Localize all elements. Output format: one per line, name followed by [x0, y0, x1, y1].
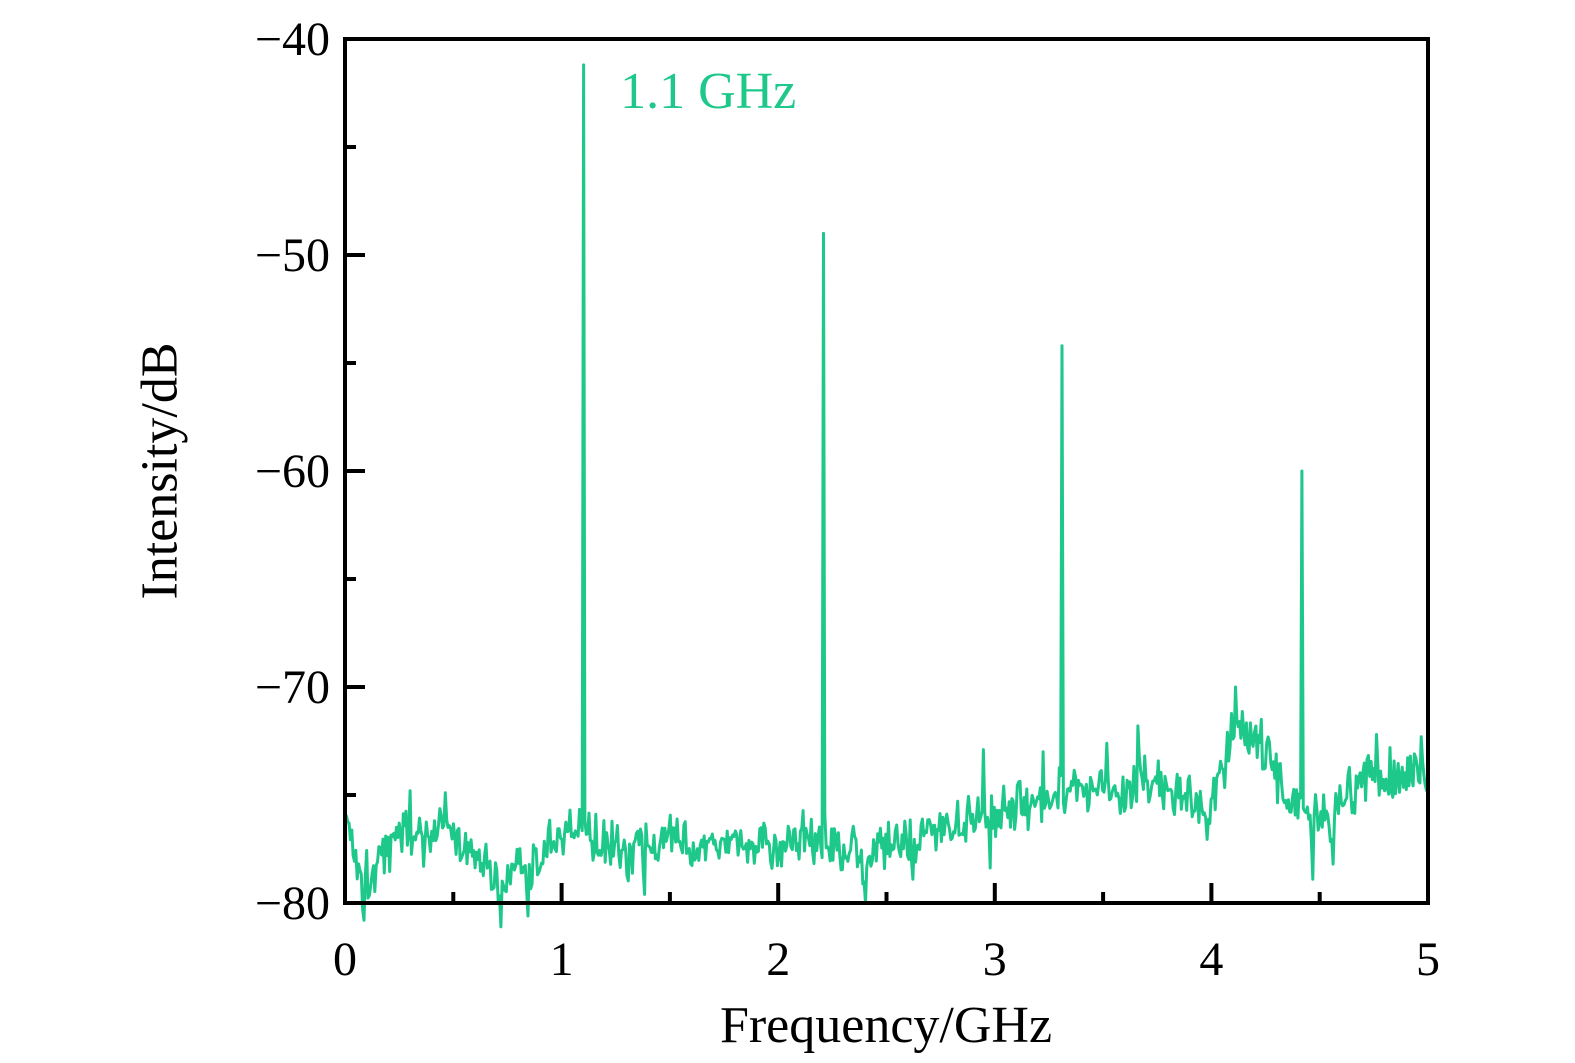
x-tick-label: 0 — [333, 933, 357, 986]
x-tick-label: 5 — [1416, 933, 1440, 986]
y-tick-label: −70 — [255, 661, 330, 714]
axes-layer — [343, 37, 1430, 905]
x-tick-label: 3 — [983, 933, 1007, 986]
x-tick-label: 4 — [1199, 933, 1223, 986]
plot-border — [343, 37, 1430, 905]
y-tick-label: −50 — [255, 229, 330, 282]
x-tick-label: 2 — [766, 933, 790, 986]
tick-labels-layer: 0 1 2 3 4 5 −80 −70 −60 −50 −40 — [255, 13, 1440, 986]
y-tick-label: −60 — [255, 445, 330, 498]
trace-line — [343, 63, 1430, 929]
x-tick-label: 1 — [550, 933, 574, 986]
y-axis-title: Intensity/dB — [131, 342, 189, 600]
x-axis-title: Frequency/GHz — [719, 997, 1053, 1054]
peak-annotation: 1.1 GHz — [620, 63, 796, 120]
y-tick-label: −80 — [255, 877, 330, 930]
y-tick-label: −40 — [255, 13, 330, 66]
trace-layer — [343, 63, 1430, 929]
